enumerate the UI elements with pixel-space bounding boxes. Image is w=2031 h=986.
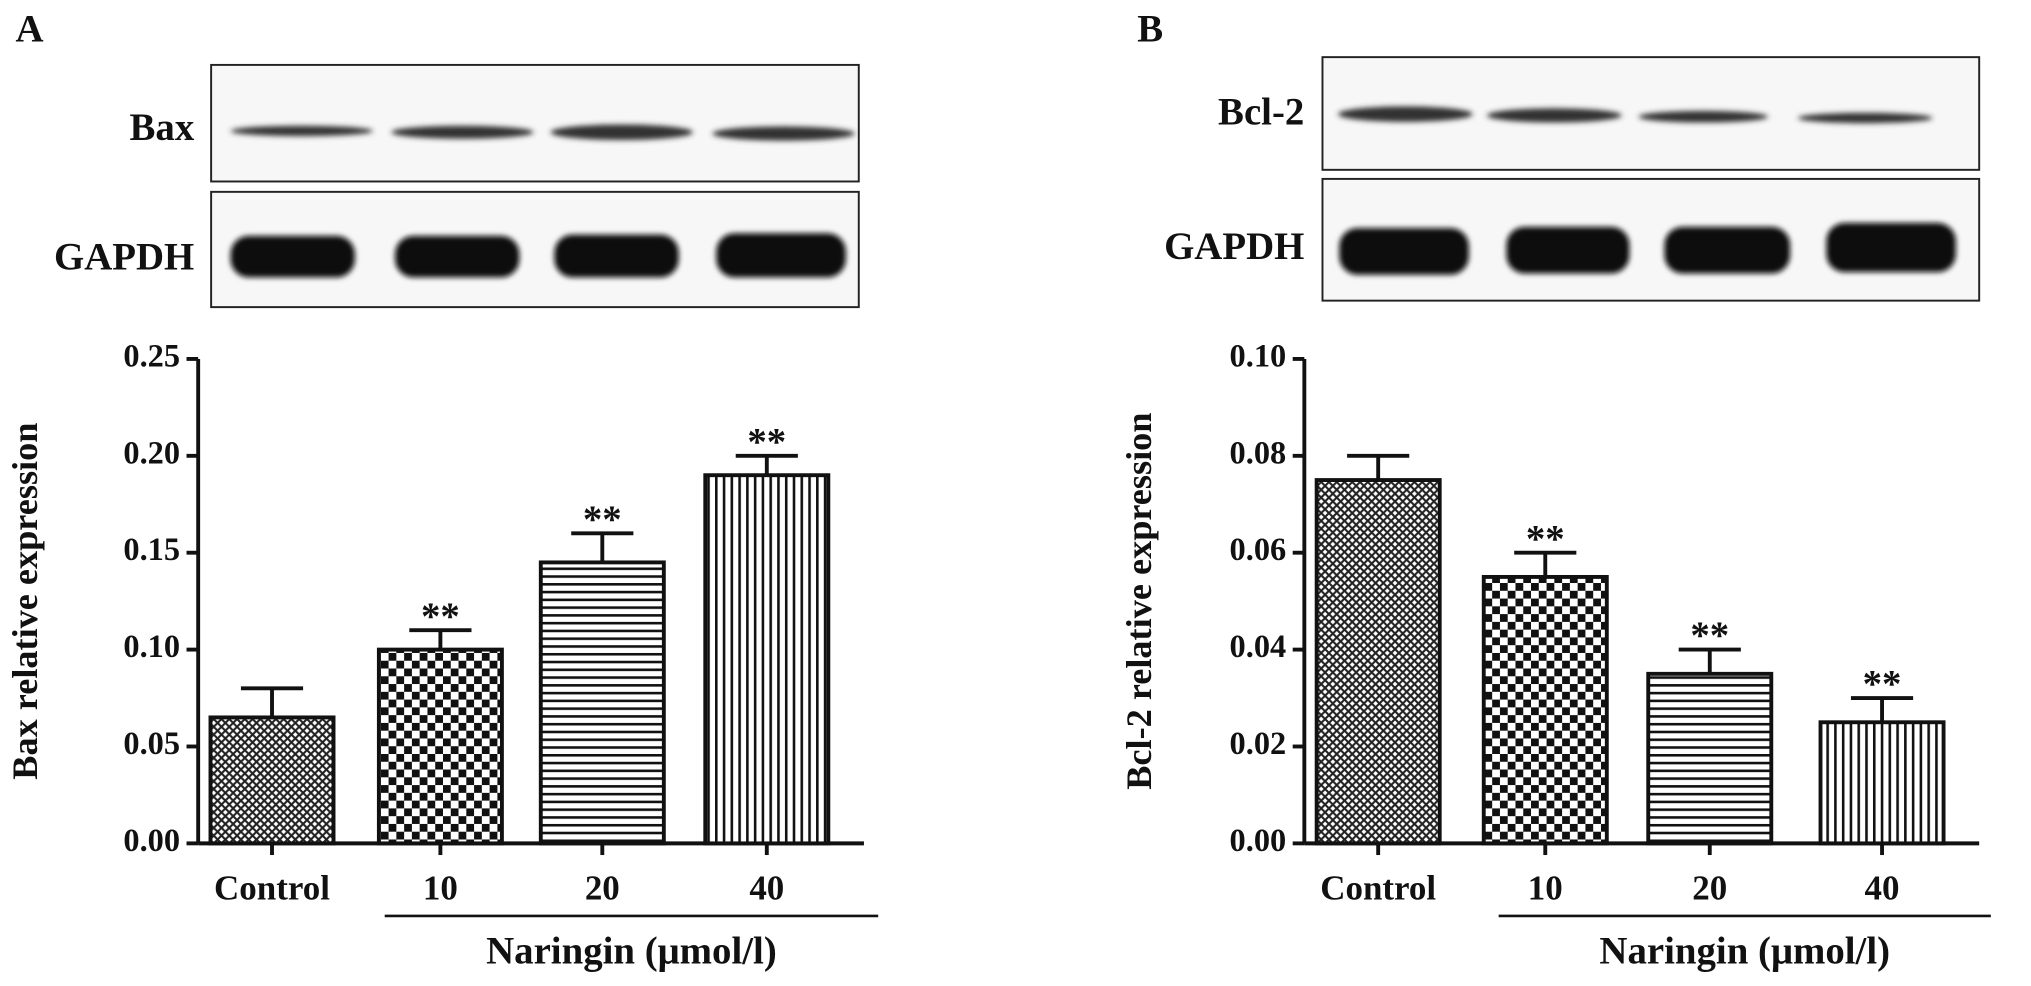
- bar: [1818, 720, 1946, 846]
- significance: **: [1690, 614, 1729, 657]
- x-tick-label: 20: [1692, 868, 1727, 907]
- blot-b-bottom: [1321, 177, 1981, 302]
- bar: [1314, 478, 1442, 846]
- y-axis-label: Bcl-2 relative expression: [1119, 413, 1159, 790]
- y-tick-label: 0.10: [123, 629, 180, 665]
- blot-b-top: [1321, 56, 1981, 171]
- y-axis-label: Bax relative expression: [5, 423, 45, 780]
- bar: [538, 560, 666, 846]
- x-tick-label: 10: [423, 868, 458, 907]
- y-tick-label: 0.08: [1230, 435, 1287, 471]
- panel-label: B: [1137, 7, 1163, 50]
- y-tick-label: 0.02: [1230, 726, 1287, 762]
- blot-label: Bcl-2: [1218, 90, 1304, 133]
- blot-label: Bax: [130, 106, 195, 149]
- x-tick-label: Control: [1320, 868, 1436, 907]
- x-tick-label: 10: [1528, 868, 1563, 907]
- y-tick-label: 0.15: [123, 532, 180, 568]
- blot-a-bottom: [210, 190, 860, 309]
- blot-label: GAPDH: [54, 235, 194, 278]
- bar: [1646, 671, 1774, 846]
- y-tick-label: 0.04: [1230, 629, 1287, 665]
- bar: [703, 473, 831, 846]
- x-tick-label: 40: [749, 868, 784, 907]
- significance: **: [1863, 663, 1902, 706]
- y-tick-label: 0.06: [1230, 532, 1287, 568]
- panel-label: A: [16, 7, 44, 50]
- x-tick-label: Control: [214, 868, 330, 907]
- x-axis-label: Naringin (μmol/l): [1599, 930, 1890, 973]
- significance: **: [1526, 517, 1565, 560]
- y-tick-label: 0.20: [123, 435, 180, 471]
- significance: **: [421, 595, 460, 638]
- x-axis-label: Naringin (μmol/l): [486, 930, 777, 973]
- x-tick-label: 20: [585, 868, 620, 907]
- significance: **: [747, 420, 786, 463]
- plots: A Bax GAPDH 0.00 0.05 0.10 0.15 0.20 0.25 Bax rel…: [5, 7, 1991, 973]
- significance: **: [583, 498, 622, 541]
- y-tick-label: 0.25: [123, 338, 180, 374]
- bar: [376, 647, 504, 846]
- y-tick-label: 0.10: [1230, 338, 1287, 374]
- y-tick-label: 0.05: [123, 726, 180, 762]
- y-tick-label: 0.00: [1230, 823, 1287, 859]
- y-tick-label: 0.00: [123, 823, 180, 859]
- blot-label: GAPDH: [1164, 225, 1304, 268]
- blot-a-top: [210, 63, 860, 183]
- bar: [208, 715, 336, 846]
- bar: [1481, 574, 1609, 846]
- x-tick-label: 40: [1865, 868, 1900, 907]
